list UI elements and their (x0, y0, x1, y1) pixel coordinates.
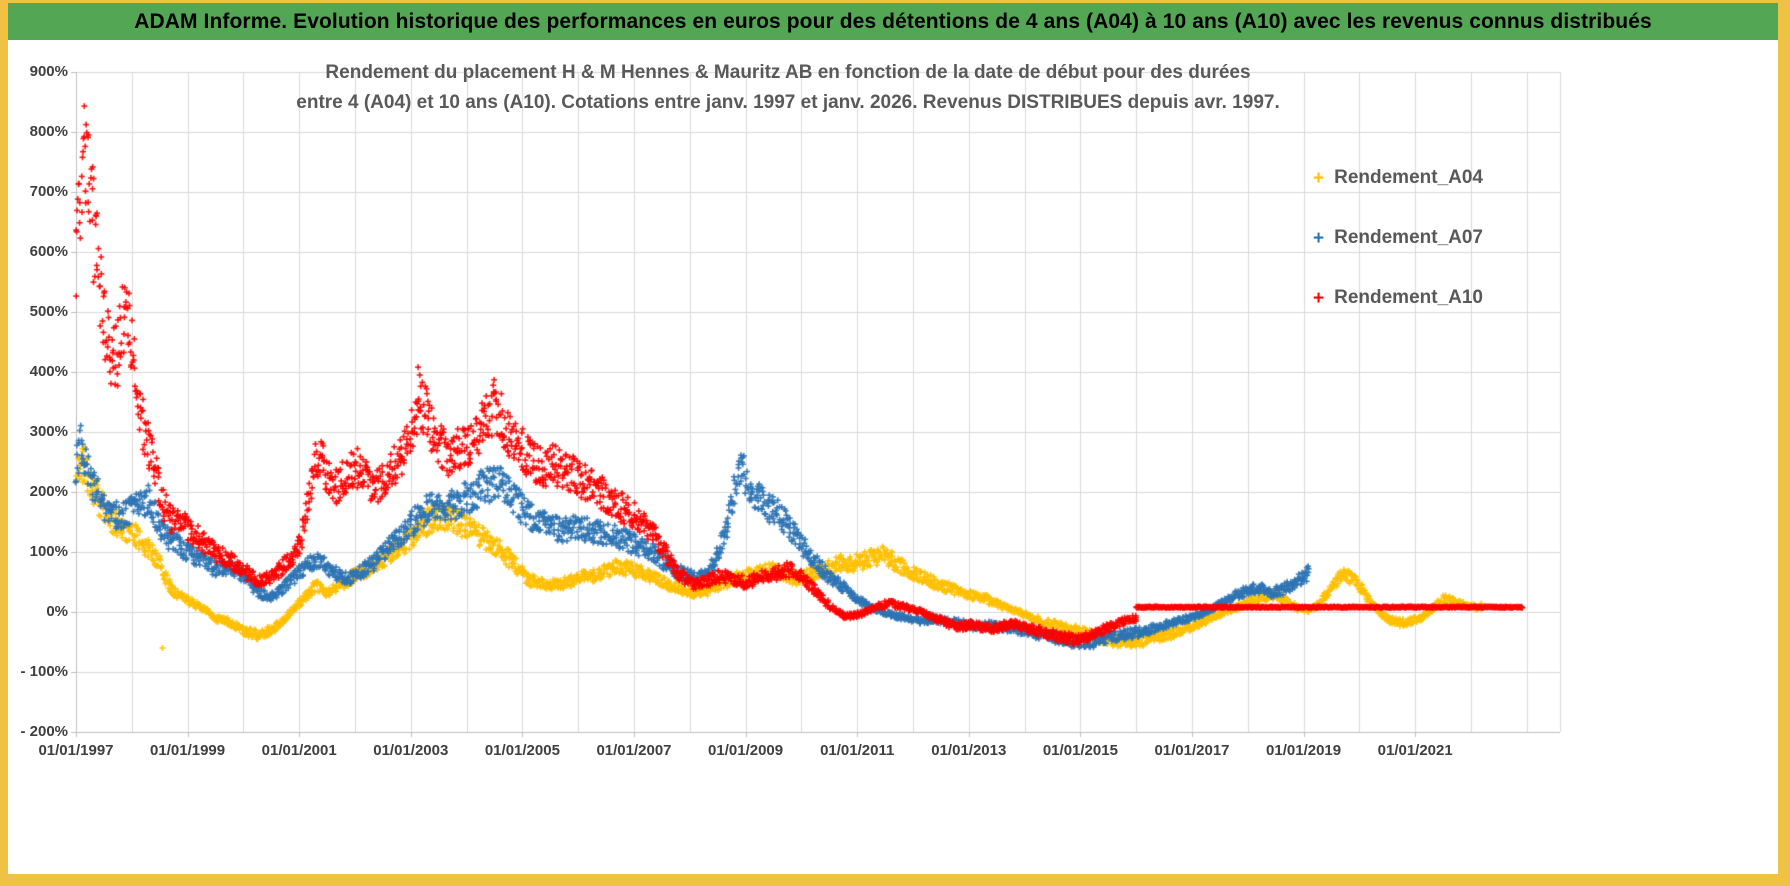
chart-plot-canvas (8, 40, 1778, 874)
x-axis-tick-label: 01/01/2003 (373, 742, 449, 759)
legend-label: Rendement_A10 (1334, 287, 1483, 308)
x-axis-tick-label: 01/01/2011 (820, 742, 895, 759)
y-axis-tick-label: - 100% (20, 663, 68, 680)
chart-title: Rendement du placement H & M Hennes & Ma… (288, 58, 1288, 118)
x-axis-tick-label: 01/01/2007 (596, 742, 672, 759)
y-axis-tick-label: 200% (29, 483, 68, 500)
y-axis-tick-label: 500% (29, 303, 68, 320)
legend-item: + Rendement_A10 (1313, 268, 1533, 328)
x-axis-tick-label: 01/01/2001 (261, 742, 337, 759)
legend-label: Rendement_A07 (1334, 227, 1483, 248)
y-axis-tick-label: 300% (29, 423, 68, 440)
report-title-bar: ADAM Informe. Evolution historique des p… (8, 3, 1778, 40)
y-axis-tick-label: 0% (46, 603, 68, 620)
x-axis-tick-label: 01/01/2015 (1042, 742, 1118, 759)
y-axis-tick-label: 800% (29, 123, 68, 140)
legend-plus-marker-icon: + (1313, 167, 1325, 189)
x-axis-tick-label: 01/01/2017 (1154, 742, 1230, 759)
y-axis-tick-label: 400% (29, 363, 68, 380)
y-axis-tick-label: 900% (29, 63, 68, 80)
y-axis-tick-label: 100% (29, 543, 68, 560)
report-title-text: ADAM Informe. Evolution historique des p… (134, 9, 1652, 33)
x-axis-tick-label: 01/01/2019 (1266, 742, 1342, 759)
legend-item: + Rendement_A07 (1313, 208, 1533, 268)
x-axis-tick-label: 01/01/2021 (1377, 742, 1453, 759)
x-axis-tick-label: 01/01/2005 (484, 742, 560, 759)
x-axis-tick-label: 01/01/1997 (38, 742, 114, 759)
chart-legend: + Rendement_A04 + Rendement_A07 + Rendement_A… (1313, 148, 1533, 328)
y-axis-tick-label: - 200% (20, 723, 68, 740)
chart-area: Rendement du placement H & M Hennes & Ma… (8, 40, 1778, 874)
chart-title-line1: Rendement du placement H & M Hennes & Ma… (325, 62, 1251, 83)
legend-item: + Rendement_A04 (1313, 148, 1533, 208)
x-axis-tick-label: 01/01/2013 (931, 742, 1007, 759)
legend-label: Rendement_A04 (1334, 167, 1483, 188)
x-axis-tick-label: 01/01/1999 (150, 742, 226, 759)
y-axis-tick-label: 700% (29, 183, 68, 200)
legend-plus-marker-icon: + (1313, 287, 1325, 309)
y-axis-tick-label: 600% (29, 243, 68, 260)
chart-title-line2: entre 4 (A04) et 10 ans (A10). Cotations… (296, 92, 1280, 113)
legend-plus-marker-icon: + (1313, 227, 1325, 249)
x-axis-tick-label: 01/01/2009 (708, 742, 784, 759)
